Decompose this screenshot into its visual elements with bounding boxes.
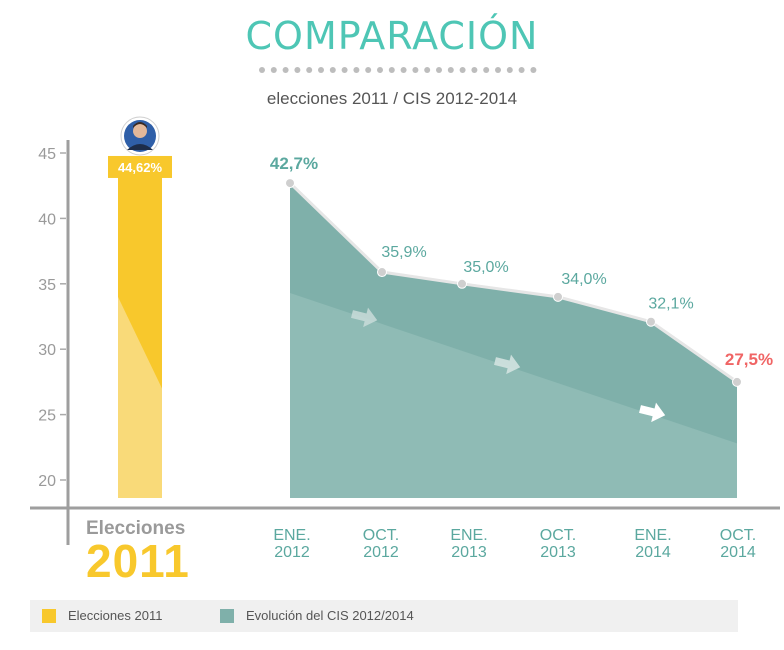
cis-line (288, 182, 738, 384)
title-dot (400, 67, 407, 73)
x-category-month: ENE. (273, 527, 310, 544)
x-category-year: 2012 (274, 544, 310, 561)
y-tick-label: 30 (38, 342, 56, 359)
x-category-year: 2014 (635, 544, 671, 561)
x-category-month: OCT. (363, 527, 399, 544)
title-dot (377, 67, 383, 73)
title-dot (353, 67, 360, 73)
legend-item-cis: Evolución del CIS 2012/2014 (220, 608, 414, 623)
title-dot (447, 67, 454, 73)
trend-arrow (494, 354, 521, 375)
election-bar-shade (118, 296, 162, 498)
election-value-badge (108, 155, 172, 178)
title-dot (365, 67, 372, 73)
avatar-shoulders (127, 144, 153, 150)
x-category-year: 2013 (451, 544, 487, 561)
cis-data-point (457, 278, 467, 289)
x-category-year: 2012 (363, 544, 399, 561)
arrow-icon (351, 307, 378, 328)
x-category-year: 2014 (720, 544, 756, 561)
cis-data-point (732, 376, 742, 387)
title-dot (412, 67, 419, 73)
title-dot (495, 67, 501, 73)
arrow-icon (494, 354, 521, 375)
cis-data-point (285, 178, 295, 189)
cis-data-label: 35,0% (463, 259, 508, 276)
title-dot (518, 67, 525, 73)
title-dot (471, 67, 478, 73)
chart-plot: 454035302520ENE.2012OCT.2012ENE.2013OCT.… (30, 116, 780, 561)
title-dot (424, 67, 431, 73)
x-category-month: OCT. (720, 527, 756, 544)
x-category-year: 2013 (540, 544, 576, 561)
legend-swatch-election (42, 608, 56, 623)
legend: Elecciones 2011 Evolución del CIS 2012/2… (30, 600, 738, 632)
cis-data-label: 35,9% (381, 244, 426, 261)
title-dot (506, 67, 513, 73)
cis-area-lower-band (290, 292, 737, 498)
arrow-icon (639, 402, 666, 423)
cis-data-point (377, 267, 387, 278)
trend-arrow (639, 402, 666, 423)
chart-subtitle: elecciones 2011 / CIS 2012-2014 (266, 89, 518, 108)
title-dot (329, 67, 336, 73)
cis-data-point (646, 316, 656, 327)
title-divider-dots (259, 67, 537, 73)
election-value-label: 44,62% (118, 160, 163, 175)
legend-label-election: Elecciones 2011 (68, 608, 163, 623)
avatar-hair (133, 122, 147, 128)
trend-arrow (351, 307, 378, 328)
x-category-month: ENE. (450, 527, 487, 544)
x-category-month: ENE. (634, 527, 671, 544)
title-dot (306, 67, 313, 73)
cis-data-label: 34,0% (561, 271, 606, 288)
title-dot (294, 67, 301, 73)
legend-label-cis: Evolución del CIS 2012/2014 (246, 608, 414, 623)
title-dot (270, 67, 277, 73)
y-tick-label: 25 (38, 408, 56, 425)
chart-title: COMPARACIÓN (245, 14, 539, 58)
title-dot (530, 67, 537, 73)
title-dot (459, 67, 466, 73)
title-dot (388, 67, 395, 73)
y-tick-label: 35 (38, 277, 56, 294)
title-dot (436, 67, 442, 73)
y-tick-label: 45 (38, 146, 56, 163)
avatar-face (133, 124, 147, 138)
y-tick-label: 40 (38, 211, 56, 228)
cis-data-point (553, 291, 563, 302)
cis-data-label: 27,5% (725, 350, 773, 369)
cis-data-label: 42,7% (270, 154, 318, 173)
election-year: 2011 (86, 535, 190, 587)
cis-data-label: 32,1% (648, 296, 693, 313)
y-tick-label: 20 (38, 473, 56, 490)
legend-item-election: Elecciones 2011 (42, 608, 162, 623)
title-dot (341, 67, 348, 73)
x-category-month: OCT. (540, 527, 576, 544)
election-label: Elecciones (86, 518, 186, 539)
candidate-avatar (120, 116, 160, 156)
title-dot (259, 67, 265, 73)
title-dot (318, 67, 324, 73)
title-dot (282, 67, 289, 73)
legend-swatch-cis (220, 608, 234, 623)
title-dot (483, 67, 490, 73)
